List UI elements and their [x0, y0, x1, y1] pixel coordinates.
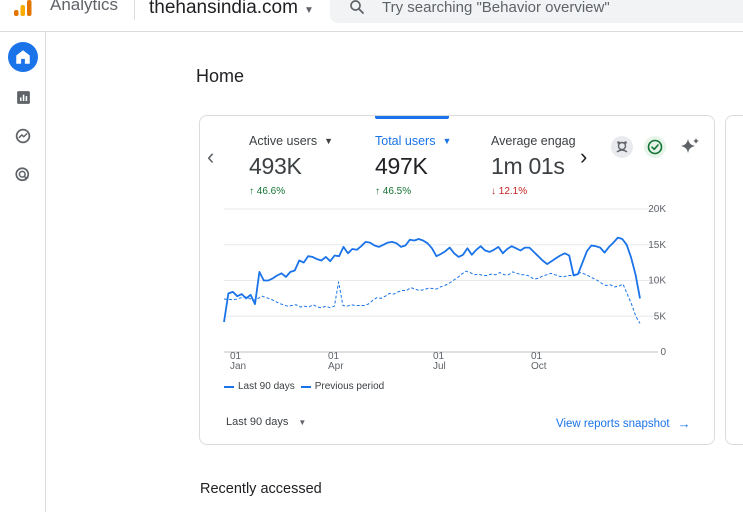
view-reports-snapshot-link[interactable]: View reports snapshot → — [556, 416, 691, 431]
legend-dashed-swatch — [300, 385, 311, 388]
metric-average-engagement[interactable]: Average engag 1m 01s ↓ 12.1% — [491, 134, 577, 197]
date-range-label: Last 90 days — [226, 416, 289, 428]
metric-value: 497K — [375, 153, 428, 179]
x-tick-month: Apr — [328, 361, 344, 372]
y-tick-label: 20K — [648, 204, 666, 215]
chart-legend: Last 90 days Previous period — [224, 381, 384, 392]
x-tick-day: 01 — [230, 351, 242, 362]
sparkle-icon[interactable] — [679, 136, 701, 158]
arrow-up-icon: ↑ — [375, 186, 383, 197]
y-tick-label: 10K — [648, 276, 666, 287]
legend-solid-swatch — [224, 385, 234, 388]
nav-home[interactable] — [8, 42, 38, 72]
metric-total-users[interactable]: Total users ▼ 497K ↑ 46.5% — [375, 134, 451, 197]
y-tick-label: 0 — [660, 347, 666, 358]
metric-active-users[interactable]: Active users ▼ 493K ↑ 46.6% — [249, 134, 333, 197]
search-input[interactable] — [380, 0, 724, 18]
arrow-up-icon: ↑ — [249, 186, 257, 197]
x-tick-day: 01 — [328, 351, 340, 362]
overview-card: ‹ Active users ▼ 493K ↑ 46.6% Total user… — [199, 115, 715, 445]
metric-label: Total users ▼ — [375, 134, 451, 148]
y-tick-label: 5K — [654, 311, 667, 322]
x-tick-month: Jul — [433, 361, 446, 372]
metric-change-value: 46.5% — [382, 186, 412, 197]
metric-value: 1m 01s — [491, 153, 565, 179]
metric-change: ↓ 12.1% — [491, 186, 577, 197]
metric-label-text: Active users — [249, 134, 318, 148]
nav-reports[interactable] — [8, 82, 38, 112]
recently-accessed-heading: Recently accessed — [200, 481, 322, 497]
x-tick-month: Oct — [531, 361, 547, 372]
metric-label: Active users ▼ — [249, 134, 333, 148]
arrow-down-icon: ↓ — [491, 186, 499, 197]
metric-label-text: Average engag — [491, 134, 576, 148]
property-name: thehansindia.com — [149, 0, 298, 18]
chevron-left-icon[interactable]: ‹ — [207, 144, 215, 169]
last-90-days-line — [223, 236, 641, 323]
metric-change-value: 12.1% — [498, 186, 528, 197]
x-tick-month: Jan — [230, 361, 246, 372]
legend-item-previous: Previous period — [314, 381, 385, 392]
left-nav — [0, 32, 46, 512]
view-link-label: View reports snapshot — [556, 417, 670, 430]
metric-label: Average engag — [491, 134, 577, 148]
legend-item-current: Last 90 days — [238, 381, 295, 392]
y-tick-label: 15K — [648, 240, 666, 251]
property-selector[interactable]: thehansindia.com ▼ — [149, 0, 314, 19]
user-insights-icon[interactable] — [611, 136, 633, 158]
bar-chart-icon — [16, 90, 30, 104]
caret-down-icon: ▼ — [303, 4, 314, 16]
metric-change: ↑ 46.5% — [375, 186, 451, 197]
analytics-logo-icon — [14, 0, 32, 16]
header-divider — [134, 0, 135, 20]
nav-explore[interactable] — [8, 121, 38, 151]
metric-change: ↑ 46.6% — [249, 186, 333, 197]
metric-value: 493K — [249, 153, 302, 179]
secondary-card — [725, 115, 743, 445]
x-tick-day: 01 — [531, 351, 543, 362]
nav-advertising[interactable] — [8, 160, 38, 190]
app-title: Analytics — [50, 0, 119, 14]
arrow-right-icon: → — [677, 416, 691, 431]
metric-change-value: 46.6% — [256, 186, 286, 197]
dropdown-caret-icon: ▼ — [298, 417, 307, 427]
selected-tab-indicator — [375, 116, 449, 119]
search-icon — [350, 0, 364, 14]
home-icon — [16, 50, 30, 64]
chevron-right-icon[interactable]: › — [580, 144, 588, 169]
dropdown-caret-icon: ▼ — [324, 136, 334, 146]
search-bar[interactable] — [330, 0, 743, 23]
dropdown-caret-icon: ▼ — [442, 136, 452, 146]
x-tick-day: 01 — [433, 351, 445, 362]
metric-label-text: Total users — [375, 134, 436, 148]
explore-icon — [15, 128, 31, 144]
advertising-icon — [15, 167, 30, 182]
page-title: Home — [196, 66, 245, 86]
check-circle-icon[interactable] — [644, 136, 666, 158]
previous-period-line — [224, 270, 641, 324]
date-range-select[interactable]: Last 90 days ▼ — [226, 416, 306, 428]
top-bar: Analytics thehansindia.com ▼ — [0, 0, 743, 32]
